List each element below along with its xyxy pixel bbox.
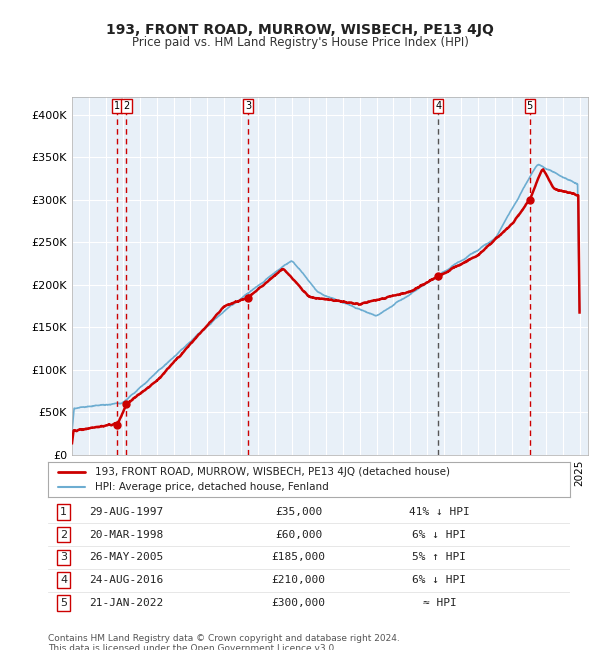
Text: 5: 5 — [60, 598, 67, 608]
Text: 1: 1 — [60, 507, 67, 517]
Text: 5: 5 — [527, 101, 533, 111]
Text: 2: 2 — [124, 101, 130, 111]
Text: ≈ HPI: ≈ HPI — [422, 598, 457, 608]
Text: 29-AUG-1997: 29-AUG-1997 — [89, 507, 163, 517]
Text: £185,000: £185,000 — [272, 552, 326, 562]
Text: 2: 2 — [60, 530, 67, 540]
Text: £300,000: £300,000 — [272, 598, 326, 608]
Text: 24-AUG-2016: 24-AUG-2016 — [89, 575, 163, 585]
Text: 6% ↓ HPI: 6% ↓ HPI — [413, 530, 467, 540]
Text: 4: 4 — [60, 575, 67, 585]
Text: 193, FRONT ROAD, MURROW, WISBECH, PE13 4JQ (detached house): 193, FRONT ROAD, MURROW, WISBECH, PE13 4… — [95, 467, 450, 476]
Text: 41% ↓ HPI: 41% ↓ HPI — [409, 507, 470, 517]
Text: 20-MAR-1998: 20-MAR-1998 — [89, 530, 163, 540]
Text: 21-JAN-2022: 21-JAN-2022 — [89, 598, 163, 608]
Text: 1: 1 — [114, 101, 120, 111]
Text: 5% ↑ HPI: 5% ↑ HPI — [413, 552, 467, 562]
Text: £210,000: £210,000 — [272, 575, 326, 585]
Text: 193, FRONT ROAD, MURROW, WISBECH, PE13 4JQ: 193, FRONT ROAD, MURROW, WISBECH, PE13 4… — [106, 23, 494, 37]
Text: 6% ↓ HPI: 6% ↓ HPI — [413, 575, 467, 585]
Text: 4: 4 — [435, 101, 442, 111]
Text: 3: 3 — [245, 101, 251, 111]
Text: 3: 3 — [60, 552, 67, 562]
Text: Price paid vs. HM Land Registry's House Price Index (HPI): Price paid vs. HM Land Registry's House … — [131, 36, 469, 49]
Text: 26-MAY-2005: 26-MAY-2005 — [89, 552, 163, 562]
Text: £60,000: £60,000 — [275, 530, 322, 540]
Text: Contains HM Land Registry data © Crown copyright and database right 2024.
This d: Contains HM Land Registry data © Crown c… — [48, 634, 400, 650]
Text: £35,000: £35,000 — [275, 507, 322, 517]
Text: HPI: Average price, detached house, Fenland: HPI: Average price, detached house, Fenl… — [95, 482, 329, 492]
